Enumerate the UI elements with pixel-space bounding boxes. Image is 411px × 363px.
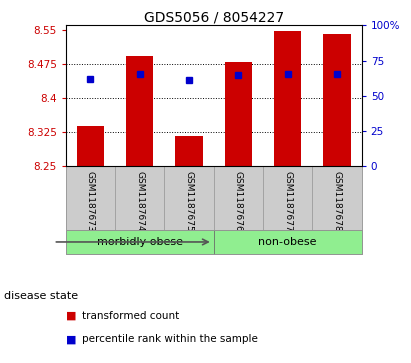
Title: GDS5056 / 8054227: GDS5056 / 8054227: [144, 10, 284, 24]
Text: GSM1187678: GSM1187678: [332, 171, 342, 232]
Text: ■: ■: [66, 311, 76, 321]
Bar: [274, 31, 301, 166]
Text: GSM1187674: GSM1187674: [135, 171, 144, 232]
Text: non-obese: non-obese: [259, 237, 317, 247]
Bar: [214, 166, 263, 230]
Bar: [263, 166, 312, 230]
Text: GSM1187675: GSM1187675: [185, 171, 194, 232]
Text: GSM1187673: GSM1187673: [86, 171, 95, 232]
Bar: [115, 166, 164, 230]
Text: percentile rank within the sample: percentile rank within the sample: [82, 334, 258, 344]
Text: disease state: disease state: [4, 291, 78, 301]
Bar: [225, 62, 252, 166]
Bar: [66, 230, 214, 254]
Text: GSM1187677: GSM1187677: [283, 171, 292, 232]
Bar: [77, 126, 104, 166]
Bar: [214, 230, 362, 254]
Bar: [323, 33, 351, 166]
Text: ■: ■: [66, 334, 76, 344]
Bar: [66, 166, 115, 230]
Text: morbidly obese: morbidly obese: [97, 237, 183, 247]
Bar: [312, 166, 362, 230]
Text: transformed count: transformed count: [82, 311, 180, 321]
Bar: [175, 136, 203, 166]
Bar: [164, 166, 214, 230]
Bar: [126, 56, 153, 166]
Text: GSM1187676: GSM1187676: [234, 171, 243, 232]
